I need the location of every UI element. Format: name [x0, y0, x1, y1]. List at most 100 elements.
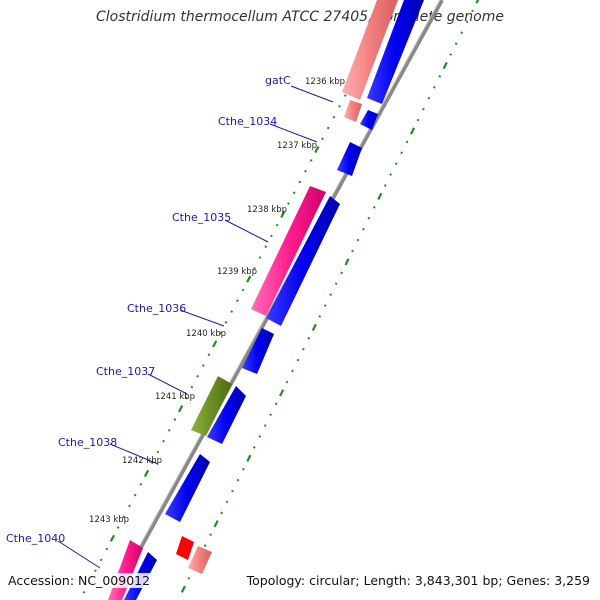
inner-tick: [264, 245, 268, 249]
cds-pink-cthe-1035: [251, 186, 326, 316]
cds-blue-cthe-1038: [165, 454, 210, 522]
gene-label-cthe-1037[interactable]: Cthe_1037: [96, 365, 188, 395]
inner-tick: [177, 405, 184, 413]
gene-label-cthe-1038[interactable]: Cthe_1038: [58, 436, 159, 465]
inner-tick: [224, 320, 228, 324]
gene-label-cthe-1036[interactable]: Cthe_1036: [127, 302, 225, 327]
inner-tick: [253, 267, 256, 270]
cds-salmon-top: [342, 0, 398, 100]
inner-tick: [230, 310, 234, 313]
svg-text:gatC: gatC: [265, 74, 291, 87]
outer-tick: [389, 173, 393, 176]
svg-text:Cthe_1038: Cthe_1038: [58, 436, 117, 449]
svg-text:Cthe_1034: Cthe_1034: [218, 115, 277, 128]
outer-tick: [258, 435, 262, 438]
outer-tick: [220, 511, 223, 515]
kbp-label-1239: 1239 kbp: [217, 267, 257, 277]
inner-tick: [270, 234, 273, 238]
kbp-label-1243: 1243 kbp: [89, 515, 129, 525]
inner-tick: [122, 515, 126, 519]
inner-tick: [241, 288, 245, 292]
gene-label-cthe-1035[interactable]: Cthe_1035: [172, 211, 269, 243]
kbp-label-1236: 1236 kbp: [305, 77, 345, 87]
inner-tick: [82, 590, 86, 594]
kbp-label-1238: 1238 kbp: [247, 205, 287, 215]
outer-tick: [236, 478, 240, 482]
outer-tick: [318, 315, 322, 318]
outer-tick: [438, 75, 442, 78]
outer-tick: [302, 347, 305, 351]
kbp-label-1240: 1240 kbp: [186, 329, 226, 339]
cds-blue-gatc: [360, 110, 378, 130]
outer-tick: [279, 389, 285, 397]
gene-label-gatc[interactable]: gatC: [265, 74, 334, 103]
genome-backbone-highlight: [109, 0, 441, 600]
inner-tick: [326, 126, 330, 130]
inner-tick: [109, 534, 116, 542]
outer-tick: [475, 0, 480, 4]
inner-tick: [139, 482, 143, 486]
cds-blue-cthe-1036: [242, 328, 274, 374]
outer-tick: [311, 323, 317, 331]
outer-tick: [344, 258, 350, 266]
cds-blue-cthe-1034: [337, 142, 362, 176]
cds-salmon-gatc: [344, 100, 362, 122]
outer-tick: [269, 413, 273, 416]
outer-tick: [351, 249, 354, 253]
outer-tick: [460, 31, 463, 35]
svg-text:Cthe_1037: Cthe_1037: [96, 365, 155, 378]
outer-tick: [367, 216, 371, 220]
outer-tick: [231, 489, 234, 493]
outer-tick: [383, 184, 387, 187]
inner-tick: [156, 450, 160, 454]
outer-tick: [454, 42, 458, 45]
inner-tick: [212, 340, 218, 348]
svg-text:Cthe_1036: Cthe_1036: [127, 302, 186, 315]
inner-tick: [246, 275, 252, 283]
gene-label-cthe-1040[interactable]: Cthe_1040: [6, 532, 101, 569]
inner-tick: [162, 439, 165, 443]
inner-tick: [236, 299, 239, 303]
outer-tick: [187, 576, 191, 580]
outer-tick: [296, 358, 300, 362]
inner-tick: [287, 202, 290, 205]
inner-tick: [207, 353, 211, 357]
inner-tick: [173, 418, 177, 421]
cds-features: [108, 0, 424, 600]
inner-tick: [332, 115, 336, 119]
outer-tick: [323, 304, 327, 307]
outer-tick: [465, 20, 469, 24]
inner-tick: [143, 469, 150, 478]
outer-tick: [372, 205, 376, 209]
inner-tick: [99, 558, 103, 562]
inner-tick: [258, 256, 262, 259]
outer-tick: [334, 282, 338, 286]
inner-tick: [298, 180, 302, 184]
inner-tick: [196, 374, 199, 378]
outer-tick: [246, 454, 252, 462]
cds-blue-cthe-1037: [207, 386, 246, 444]
inner-tick: [321, 137, 324, 141]
inner-tick: [116, 526, 120, 529]
cds-red-bottom: [176, 536, 194, 560]
inner-tick: [280, 210, 286, 218]
outer-tick: [213, 520, 219, 528]
inner-tick: [128, 504, 131, 508]
gene-label-cthe-1034[interactable]: Cthe_1034: [218, 115, 318, 143]
outer-tick: [274, 402, 278, 406]
outer-tick: [225, 500, 229, 504]
inner-tick: [105, 547, 109, 551]
inner-tick: [184, 396, 188, 400]
inner-tick: [292, 191, 296, 195]
cds-salmon-bottom: [188, 546, 212, 574]
inner-tick: [304, 169, 307, 173]
outer-tick: [209, 533, 212, 537]
kbp-label-1242: 1242 kbp: [122, 456, 162, 466]
inner-tick: [314, 145, 320, 154]
outer-tick: [377, 192, 383, 201]
kbp-label-1241: 1241 kbp: [155, 392, 195, 402]
inner-tick: [133, 493, 137, 497]
outer-tick: [203, 544, 207, 547]
kbp-label-1237: 1237 kbp: [277, 141, 317, 151]
